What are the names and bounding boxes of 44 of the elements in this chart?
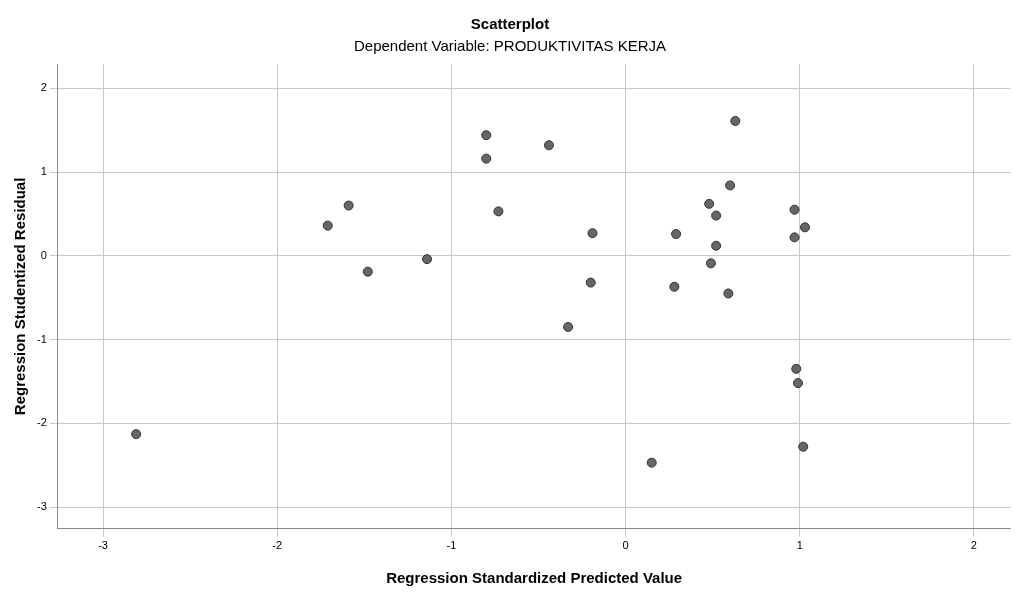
point	[322, 220, 333, 231]
x-tick-label: 0	[622, 539, 629, 552]
point	[543, 140, 554, 151]
point	[563, 321, 574, 332]
x-tick-label: 1	[796, 539, 803, 552]
point	[798, 441, 809, 452]
point	[723, 288, 734, 299]
y-tick-label: -3	[37, 500, 47, 513]
point	[711, 210, 722, 221]
point	[730, 115, 741, 126]
y-tick-label: -1	[37, 332, 47, 345]
point	[725, 180, 736, 191]
point	[585, 277, 596, 288]
chart-subtitle: Dependent Variable: PRODUKTIVITAS KERJA	[353, 37, 667, 55]
point	[362, 266, 373, 277]
x-axis-title: Regression Standardized Predicted Value	[386, 569, 683, 587]
point	[422, 254, 433, 265]
point	[704, 198, 715, 209]
point	[587, 228, 598, 239]
y-tick-label: 0	[40, 248, 47, 261]
point	[481, 153, 492, 164]
y-tick-label: 2	[40, 81, 47, 94]
x-tick-label: 2	[970, 539, 977, 552]
point	[131, 429, 142, 440]
point	[789, 204, 800, 215]
point	[711, 240, 722, 251]
y-tick-label: -2	[37, 416, 47, 429]
point	[799, 222, 810, 233]
point	[669, 281, 680, 292]
point	[793, 378, 804, 389]
x-tick-label: -1	[446, 539, 457, 552]
x-tick-label: -2	[272, 539, 283, 552]
point	[646, 457, 657, 468]
point	[671, 229, 682, 240]
y-tick-label: 1	[40, 165, 47, 178]
point	[493, 206, 504, 217]
x-tick-label: -3	[98, 539, 108, 552]
point	[789, 232, 800, 243]
point	[791, 363, 802, 374]
y-axis-title: Regression Studentized Residual	[11, 177, 29, 416]
point	[343, 200, 354, 211]
point	[481, 130, 492, 141]
chart-title: Scatterplot	[470, 15, 550, 33]
point	[705, 258, 716, 269]
